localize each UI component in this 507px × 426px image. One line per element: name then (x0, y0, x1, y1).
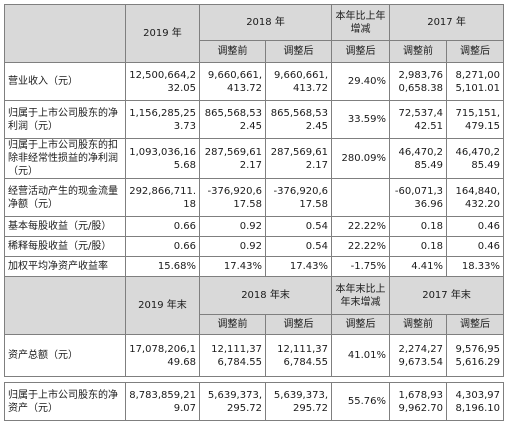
value-2017-after: 715,151,479.15 (446, 100, 505, 139)
value-2018-after: 17.43% (264, 256, 333, 277)
financial-indicators-table: 2019 年 2018 年 本年比上年增减 2017 年 调整前 调整后 调整后… (4, 4, 505, 377)
net-assets-table: 归属于上市公司股东的净资产（元） 8,783,859,219.07 5,639,… (4, 382, 504, 421)
value-2018-after: 287,569,612.17 (264, 138, 333, 179)
header-2019-end: 2019 年末 (125, 276, 200, 335)
table-row: 经营活动产生的现金流量净额（元） 292,866,711.18 -376,920… (4, 178, 505, 217)
header-2017-after: 调整后 (446, 314, 505, 335)
value-2017-after: 8,271,005,101.01 (446, 62, 505, 101)
value-2019: 0.66 (125, 236, 200, 257)
value-change: 33.59% (331, 100, 391, 139)
value-2018-after: -376,920,617.58 (264, 178, 333, 217)
header-2017-before: 调整前 (389, 40, 448, 63)
header-2018-end: 2018 年末 (198, 276, 333, 315)
value-change: 280.09% (331, 138, 391, 179)
header-2018-before: 调整前 (199, 314, 266, 335)
header-change-after: 调整后 (331, 40, 391, 63)
header-2017: 2017 年 (389, 4, 505, 41)
table-row: 基本每股收益（元/股） 0.66 0.92 0.54 22.22% 0.18 0… (4, 216, 505, 237)
value-2019: 15.68% (125, 256, 200, 277)
row-label: 归属于上市公司股东的净资产（元） (4, 382, 126, 421)
value-change: 55.76% (331, 382, 390, 421)
header-2018-after: 调整后 (264, 314, 333, 335)
value-2017-before: 46,470,285.49 (389, 138, 448, 179)
value-2017-before: 1,678,939,962.70 (389, 382, 447, 421)
header-2017-end: 2017 年末 (389, 276, 505, 315)
value-change: 22.22% (331, 216, 391, 237)
value-2018-before: 287,569,612.17 (199, 138, 266, 179)
value-2017-after: 0.46 (446, 236, 505, 257)
row-label: 归属于上市公司股东的扣除非经常性损益的净利润（元） (4, 138, 126, 179)
value-2018-before: 17.43% (199, 256, 266, 277)
value-2017-before: 0.18 (389, 236, 448, 257)
value-2018-after: 0.54 (264, 216, 333, 237)
value-change: 41.01% (331, 334, 391, 377)
table-row: 归属于上市公司股东的扣除非经常性损益的净利润（元） 1,093,036,165.… (4, 138, 505, 179)
value-2017-before: 2,274,279,673.54 (389, 334, 448, 377)
table-row: 营业收入（元） 12,500,664,232.05 9,660,661,413.… (4, 62, 505, 101)
header-2017-after: 调整后 (446, 40, 505, 63)
value-change: 29.40% (331, 62, 391, 101)
value-2017-before: 72,537,442.51 (389, 100, 448, 139)
header-change-end: 本年末比上年末增减 (331, 276, 391, 315)
value-2018-before: -376,920,617.58 (199, 178, 266, 217)
row-label: 基本每股收益（元/股） (4, 216, 126, 237)
value-2017-after: 18.33% (446, 256, 505, 277)
value-2017-after: 9,576,955,616.29 (446, 334, 505, 377)
value-2017-before: 2,983,760,658.38 (389, 62, 448, 101)
value-2018-before: 9,660,661,413.72 (199, 62, 266, 101)
value-2017-after: 0.46 (446, 216, 505, 237)
row-label: 经营活动产生的现金流量净额（元） (4, 178, 126, 217)
value-2018-before: 0.92 (199, 236, 266, 257)
header-2019: 2019 年 (125, 4, 200, 63)
corner-cell (4, 4, 126, 63)
value-2018-after: 9,660,661,413.72 (264, 62, 333, 101)
value-2019: 292,866,711.18 (125, 178, 200, 217)
table-row: 资产总额（元） 17,078,206,149.68 12,111,376,784… (4, 334, 505, 377)
value-2018-before: 0.92 (199, 216, 266, 237)
value-change (331, 178, 391, 217)
value-2018-after: 865,568,532.45 (264, 100, 333, 139)
row-label: 稀释每股收益（元/股） (4, 236, 126, 257)
header-change-after: 调整后 (331, 314, 391, 335)
row-label: 归属于上市公司股东的净利润（元） (4, 100, 126, 139)
value-change: 22.22% (331, 236, 391, 257)
value-2017-after: 164,840,432.20 (446, 178, 505, 217)
value-2018-after: 0.54 (264, 236, 333, 257)
table-row: 归属于上市公司股东的净利润（元） 1,156,285,253.73 865,56… (4, 100, 505, 139)
value-2017-before: 0.18 (389, 216, 448, 237)
row-label: 加权平均净资产收益率 (4, 256, 126, 277)
table-row: 加权平均净资产收益率 15.68% 17.43% 17.43% -1.75% 4… (4, 256, 505, 277)
value-2019: 1,093,036,165.68 (125, 138, 200, 179)
table-row: 稀释每股收益（元/股） 0.66 0.92 0.54 22.22% 0.18 0… (4, 236, 505, 257)
corner-cell (4, 276, 126, 335)
value-2019: 1,156,285,253.73 (125, 100, 200, 139)
header-2018-before: 调整前 (199, 40, 266, 63)
header-2018-after: 调整后 (264, 40, 333, 63)
value-2017-before: 4.41% (389, 256, 448, 277)
value-2018-after: 5,639,373,295.72 (265, 382, 332, 421)
value-2018-before: 12,111,376,784.55 (199, 334, 266, 377)
table-row: 归属于上市公司股东的净资产（元） 8,783,859,219.07 5,639,… (4, 382, 504, 421)
header-2018: 2018 年 (198, 4, 333, 41)
value-2019: 17,078,206,149.68 (125, 334, 200, 377)
value-2017-after: 46,470,285.49 (446, 138, 505, 179)
value-2019: 0.66 (125, 216, 200, 237)
value-2017-after: 4,303,978,196.10 (446, 382, 504, 421)
value-2018-before: 865,568,532.45 (199, 100, 266, 139)
header-change: 本年比上年增减 (331, 4, 391, 41)
row-label: 资产总额（元） (4, 334, 126, 377)
value-2019: 8,783,859,219.07 (125, 382, 200, 421)
header-2017-before: 调整前 (389, 314, 448, 335)
value-change: -1.75% (331, 256, 391, 277)
value-2017-before: -60,071,336.96 (389, 178, 448, 217)
row-label: 营业收入（元） (4, 62, 126, 101)
value-2018-before: 5,639,373,295.72 (199, 382, 266, 421)
value-2019: 12,500,664,232.05 (125, 62, 200, 101)
value-2018-after: 12,111,376,784.55 (264, 334, 333, 377)
